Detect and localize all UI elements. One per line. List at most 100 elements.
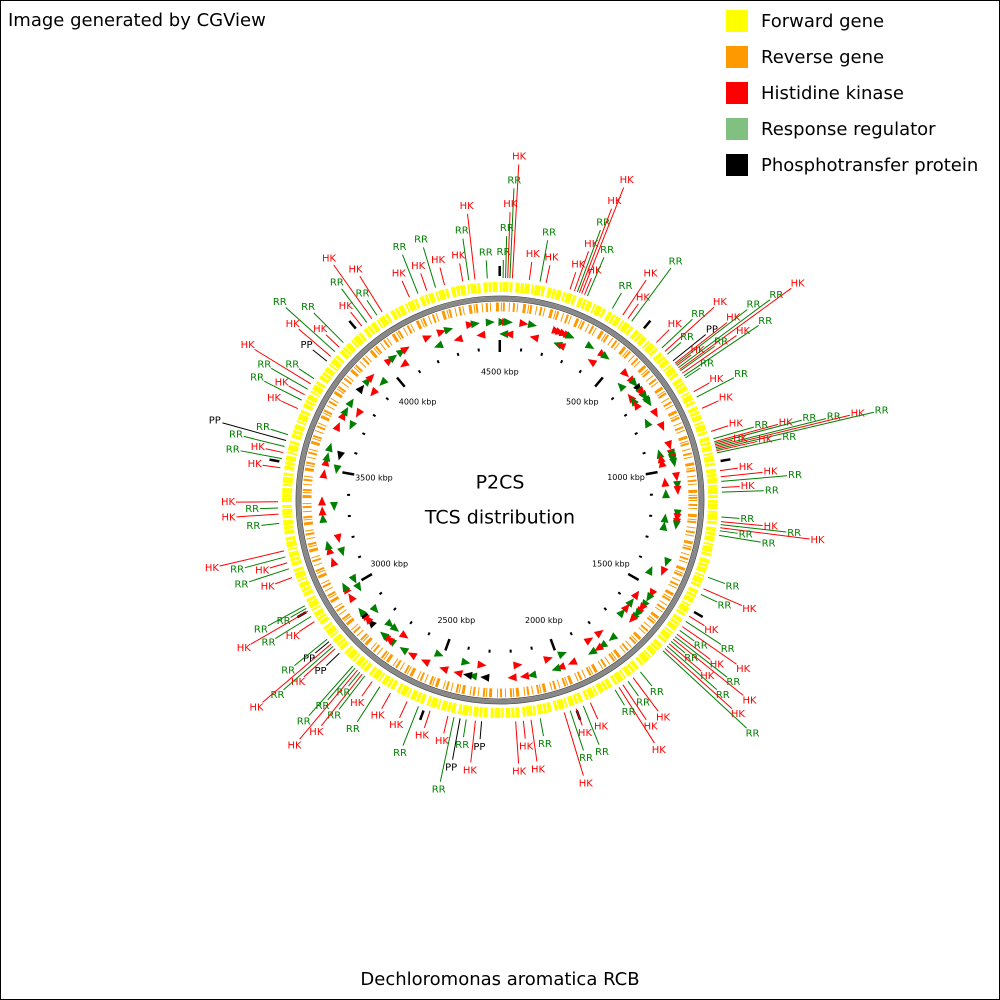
feature-leader — [573, 251, 590, 292]
minor-tick — [417, 369, 422, 374]
feature-leader — [719, 530, 738, 534]
feature-leader — [656, 329, 670, 343]
feature-label: RR — [762, 538, 776, 549]
feature-label: RR — [277, 616, 291, 627]
feature-label: RR — [758, 316, 772, 327]
feature-marker — [387, 354, 398, 364]
feature-label: PP — [303, 653, 315, 664]
feature-marker — [322, 452, 331, 462]
feature-label: HK — [704, 625, 719, 636]
feature-leader — [676, 633, 711, 660]
outer-tick — [643, 319, 652, 330]
feature-label: RR — [622, 707, 636, 718]
feature-leader — [721, 516, 740, 519]
feature-leader — [720, 521, 763, 527]
feature-marker — [436, 329, 446, 338]
feature-label: RR — [271, 690, 285, 701]
feature-leader — [721, 490, 764, 493]
feature-leader — [578, 208, 613, 293]
feature-leader — [627, 681, 639, 697]
feature-marker — [340, 406, 349, 417]
feature-leader — [299, 669, 358, 740]
feature-label: HK — [656, 713, 671, 724]
feature-marker — [433, 649, 444, 657]
feature-label: RR — [734, 369, 748, 380]
feature-label: HK — [779, 417, 794, 428]
feature-leader — [696, 377, 735, 398]
feature-label: RR — [754, 420, 768, 431]
legend-label: Phosphotransfer protein — [761, 155, 978, 176]
feature-leader — [576, 229, 601, 293]
feature-label: HK — [736, 326, 751, 337]
feature-label: PP — [209, 416, 221, 427]
reverse-gene-ring — [302, 302, 698, 698]
feature-leader — [485, 260, 488, 279]
feature-leader — [401, 280, 410, 298]
feature-leader — [719, 534, 761, 543]
feature-label: HK — [503, 199, 518, 210]
feature-leader — [627, 303, 639, 319]
feature-marker — [337, 450, 345, 461]
major-tick — [549, 638, 556, 651]
feature-marker — [329, 501, 338, 511]
feature-leader — [714, 419, 802, 444]
feature-label: RR — [788, 470, 802, 481]
major-tick — [396, 376, 406, 388]
feature-label: RR — [669, 257, 683, 268]
feature-leader — [679, 629, 695, 642]
feature-marker — [379, 376, 389, 386]
feature-label: HK — [733, 433, 748, 444]
feature-leader — [325, 334, 340, 348]
feature-label: HK — [652, 745, 667, 756]
minor-tick — [467, 646, 470, 650]
feature-label: HK — [643, 268, 658, 279]
feature-leader — [275, 616, 312, 639]
feature-marker — [453, 670, 464, 678]
tick-label: 2000 kbp — [525, 616, 563, 625]
feature-leader — [713, 426, 754, 440]
minor-tick — [540, 352, 544, 357]
legend-label: Histidine kinase — [761, 83, 904, 104]
feature-marker — [657, 453, 666, 464]
minor-tick — [409, 620, 413, 625]
feature-label: HK — [729, 418, 744, 429]
feature-label: RR — [273, 297, 287, 308]
feature-marker — [551, 663, 562, 672]
feature-marker — [557, 651, 567, 660]
feature-leader — [681, 335, 737, 374]
feature-label: HK — [791, 279, 806, 290]
feature-marker — [319, 469, 328, 479]
feature-label: RR — [579, 753, 593, 764]
feature-label: RR — [356, 289, 370, 300]
feature-marker — [355, 384, 365, 395]
feature-label: RR — [393, 242, 407, 253]
feature-leader — [327, 667, 356, 701]
feature-leader — [682, 626, 737, 665]
feature-leader — [710, 425, 729, 432]
feature-label: RR — [746, 729, 760, 740]
feature-marker — [543, 656, 553, 664]
feature-leader — [243, 435, 285, 448]
feature-label: RR — [726, 677, 740, 688]
feature-label: HK — [742, 604, 757, 615]
feature-leader — [341, 288, 368, 323]
feature-leader — [219, 550, 285, 567]
legend-label: Response regulator — [761, 119, 936, 140]
feature-marker — [503, 318, 513, 326]
feature-marker — [588, 646, 598, 655]
feature-label: RR — [455, 226, 469, 237]
minor-tick — [634, 431, 638, 436]
minor-tick — [638, 555, 643, 559]
feature-leader — [674, 636, 728, 678]
feature-label: HK — [389, 720, 404, 731]
feature-label: HK — [584, 239, 599, 250]
caption: Dechloromonas aromatica RCB — [360, 969, 639, 990]
feature-label: HK — [267, 393, 282, 404]
feature-leader — [265, 448, 284, 454]
feature-label: HK — [620, 175, 635, 186]
minor-tick — [427, 632, 431, 636]
feature-leader — [299, 621, 315, 633]
tick-label: 1500 kbp — [592, 559, 630, 568]
feature-label: HK — [286, 631, 301, 642]
